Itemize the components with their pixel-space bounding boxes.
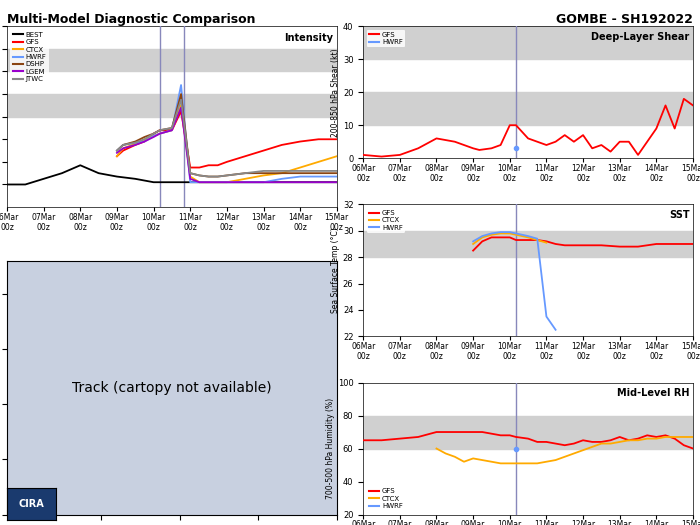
Text: Multi-Model Diagnostic Comparison: Multi-Model Diagnostic Comparison: [7, 13, 256, 26]
Text: Deep-Layer Shear: Deep-Layer Shear: [592, 32, 690, 41]
Y-axis label: Sea Surface Temp (°C): Sea Surface Temp (°C): [331, 227, 340, 313]
Text: Mid-Level RH: Mid-Level RH: [617, 388, 690, 398]
Text: SST: SST: [669, 209, 690, 219]
Text: Track (cartopy not available): Track (cartopy not available): [72, 381, 272, 395]
Bar: [7, 94, 337, 117]
Text: Intensity: Intensity: [284, 34, 333, 44]
Bar: [363, 231, 693, 257]
Bar: [363, 26, 693, 59]
Text: CIRA: CIRA: [19, 499, 44, 509]
Bar: [363, 415, 693, 448]
Text: GOMBE - SH192022: GOMBE - SH192022: [556, 13, 693, 26]
Legend: GFS, HWRF: GFS, HWRF: [367, 30, 405, 47]
Y-axis label: 700-500 hPa Humidity (%): 700-500 hPa Humidity (%): [326, 398, 335, 499]
Y-axis label: 200-850 hPa Shear (kt): 200-850 hPa Shear (kt): [331, 48, 340, 136]
Bar: [363, 92, 693, 125]
Legend: BEST, GFS, CTCX, HWRF, DSHP, LGEM, JTWC: BEST, GFS, CTCX, HWRF, DSHP, LGEM, JTWC: [10, 30, 49, 84]
Legend: GFS, CTCX, HWRF: GFS, CTCX, HWRF: [367, 486, 405, 511]
Bar: [7, 49, 337, 71]
Legend: GFS, CTCX, HWRF: GFS, CTCX, HWRF: [367, 208, 405, 233]
